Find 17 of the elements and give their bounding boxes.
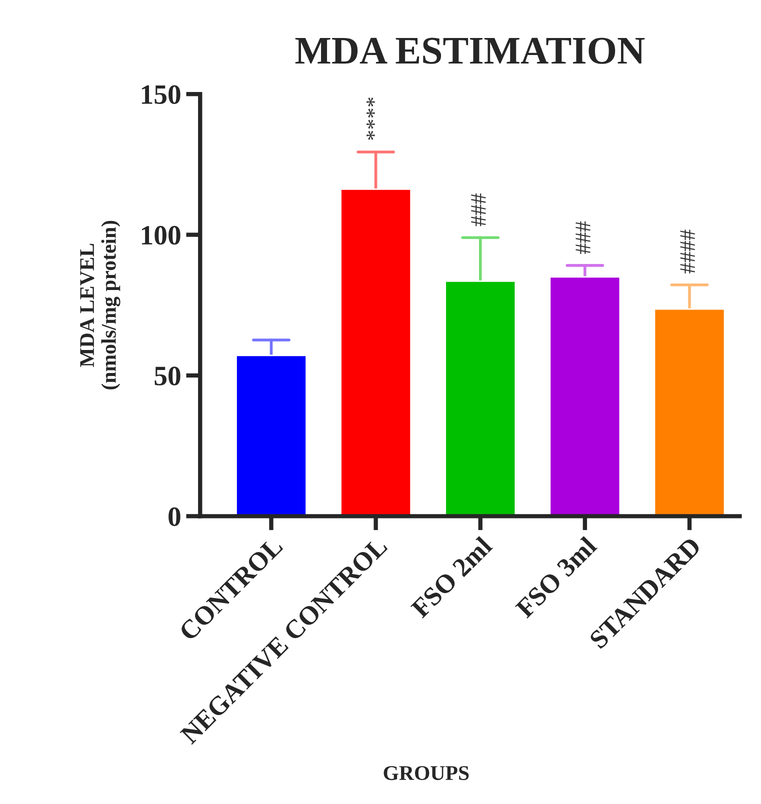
annotation: #### [680,230,695,274]
x-axis-title: GROUPS [384,766,469,780]
bar [236,354,307,516]
y-tick-label: 50 [154,366,180,386]
chart-title: MDA ESTIMATION [295,38,645,64]
y-tick-label: 0 [168,507,180,526]
bar [549,276,621,516]
annotation: **** [366,98,375,140]
y-tick-label: 100 [142,226,180,245]
bar [444,280,516,516]
y-tick-label: 150 [142,85,180,104]
annotation: ### [471,194,486,226]
x-tick-label: FSO 2ml [410,535,494,619]
y-axis-title: MDA LEVEL (nmols/mg protein) [80,220,120,390]
annotation: ### [576,221,590,254]
bar [654,308,726,516]
bar [340,188,412,516]
